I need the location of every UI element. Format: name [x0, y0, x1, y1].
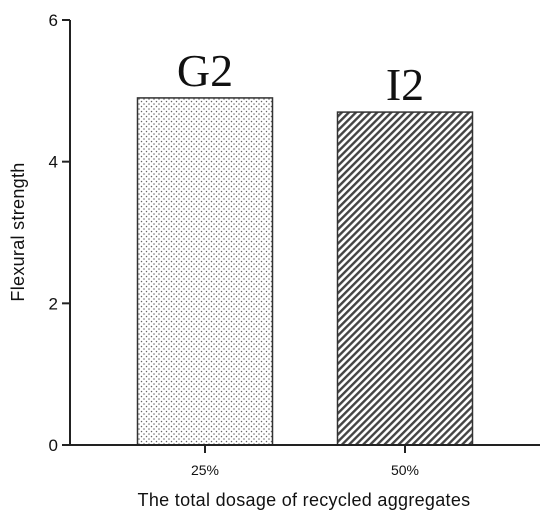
- bars: [136, 97, 474, 446]
- x-axis-ticks: 25% 50%: [191, 445, 419, 478]
- y-axis-ticks: 0 2 4 6: [49, 11, 70, 455]
- bar-label-i2: I2: [386, 59, 424, 110]
- x-tick-label: 50%: [391, 462, 419, 478]
- x-tick-label: 25%: [191, 462, 219, 478]
- bar-g2: [136, 97, 274, 446]
- y-tick-label: 6: [49, 11, 58, 30]
- y-tick-label: 0: [49, 436, 58, 455]
- y-tick-label: 2: [49, 294, 58, 313]
- bar-labels: G2 I2: [177, 45, 424, 110]
- bar-label-g2: G2: [177, 45, 233, 96]
- y-axis-title: Flexural strength: [8, 162, 28, 301]
- x-axis-title: The total dosage of recycled aggregates: [138, 490, 471, 510]
- bar-i2: [336, 111, 474, 446]
- y-tick-label: 4: [49, 153, 58, 172]
